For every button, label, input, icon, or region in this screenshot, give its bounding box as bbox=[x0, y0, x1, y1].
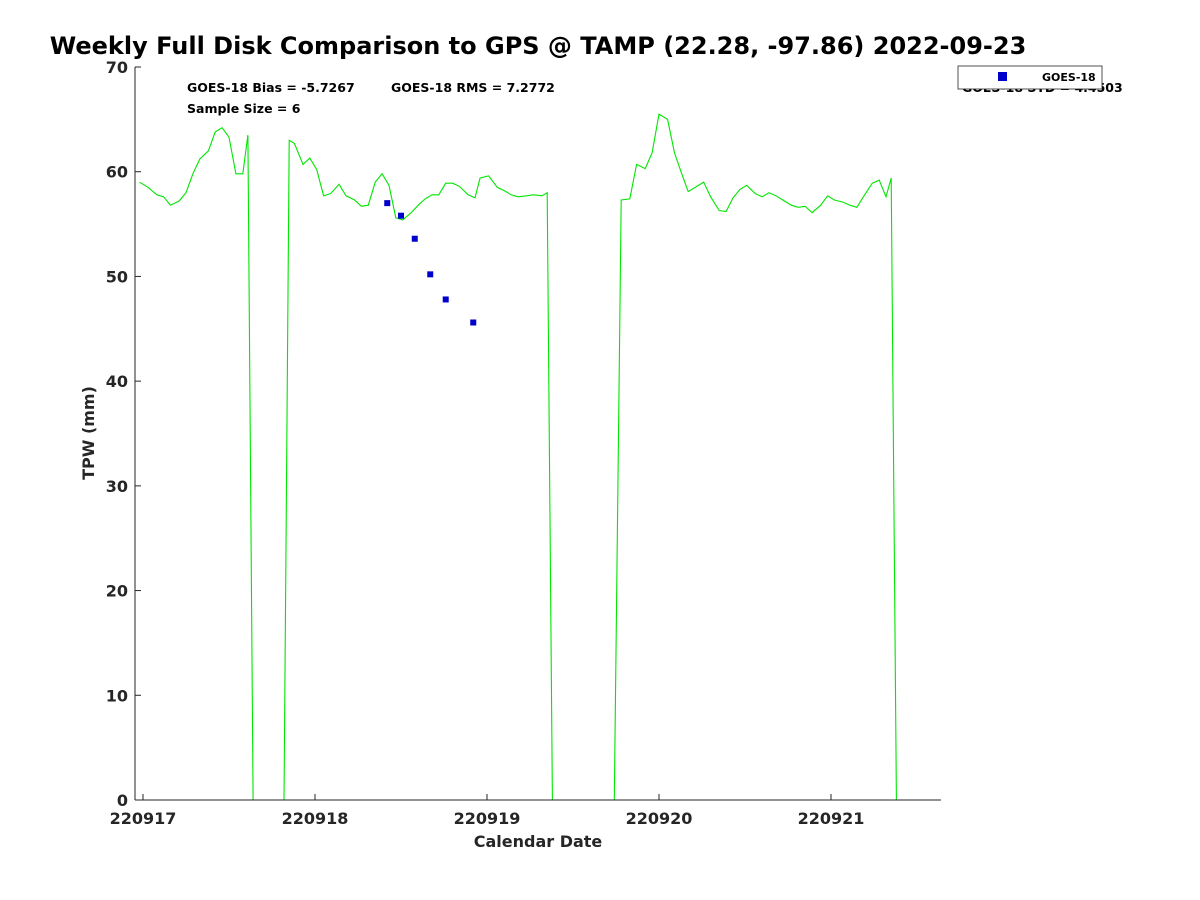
legend-box bbox=[957, 65, 1103, 90]
y-tick-label: 30 bbox=[106, 477, 128, 496]
sample-size-annotation: Sample Size = 6 bbox=[187, 101, 301, 116]
y-tick-label: 20 bbox=[106, 582, 128, 601]
chart-title: Weekly Full Disk Comparison to GPS @ TAM… bbox=[50, 32, 1027, 60]
y-tick-label: 60 bbox=[106, 163, 128, 182]
rms-annotation: GOES-18 RMS = 7.2772 bbox=[391, 80, 555, 95]
gps-tpw-line bbox=[139, 113, 897, 801]
x-tick-label: 220921 bbox=[798, 809, 865, 828]
goes18-point bbox=[427, 271, 434, 278]
x-axis-ticks: 220917 220918 220919 220920 220921 bbox=[110, 794, 865, 828]
y-tick-label: 10 bbox=[106, 686, 128, 705]
x-axis-label: Calendar Date bbox=[474, 832, 603, 851]
y-tick-label: 40 bbox=[106, 372, 128, 391]
y-tick-label: 0 bbox=[117, 791, 128, 810]
goes18-point bbox=[411, 235, 418, 242]
x-tick-label: 220920 bbox=[626, 809, 693, 828]
bias-annotation: GOES-18 Bias = -5.7267 bbox=[187, 80, 355, 95]
legend-label-goes18: GOES-18 bbox=[1042, 71, 1096, 84]
goes18-point bbox=[470, 319, 477, 326]
goes18-series bbox=[384, 200, 477, 326]
goes18-point bbox=[384, 200, 391, 207]
legend-marker-goes18 bbox=[998, 72, 1007, 81]
plot-area bbox=[135, 67, 941, 800]
gps-series bbox=[139, 113, 897, 801]
y-tick-label: 50 bbox=[106, 267, 128, 286]
legend: GOES-18 bbox=[957, 65, 1103, 90]
x-tick-label: 220919 bbox=[454, 809, 521, 828]
y-axis-label: TPW (mm) bbox=[79, 386, 98, 480]
y-axis-ticks: 0 10 20 30 40 50 60 70 bbox=[106, 58, 141, 810]
x-tick-label: 220918 bbox=[282, 809, 349, 828]
goes18-point bbox=[442, 296, 449, 303]
y-tick-label: 70 bbox=[106, 58, 128, 77]
goes18-point bbox=[398, 212, 404, 219]
x-tick-label: 220917 bbox=[110, 809, 177, 828]
